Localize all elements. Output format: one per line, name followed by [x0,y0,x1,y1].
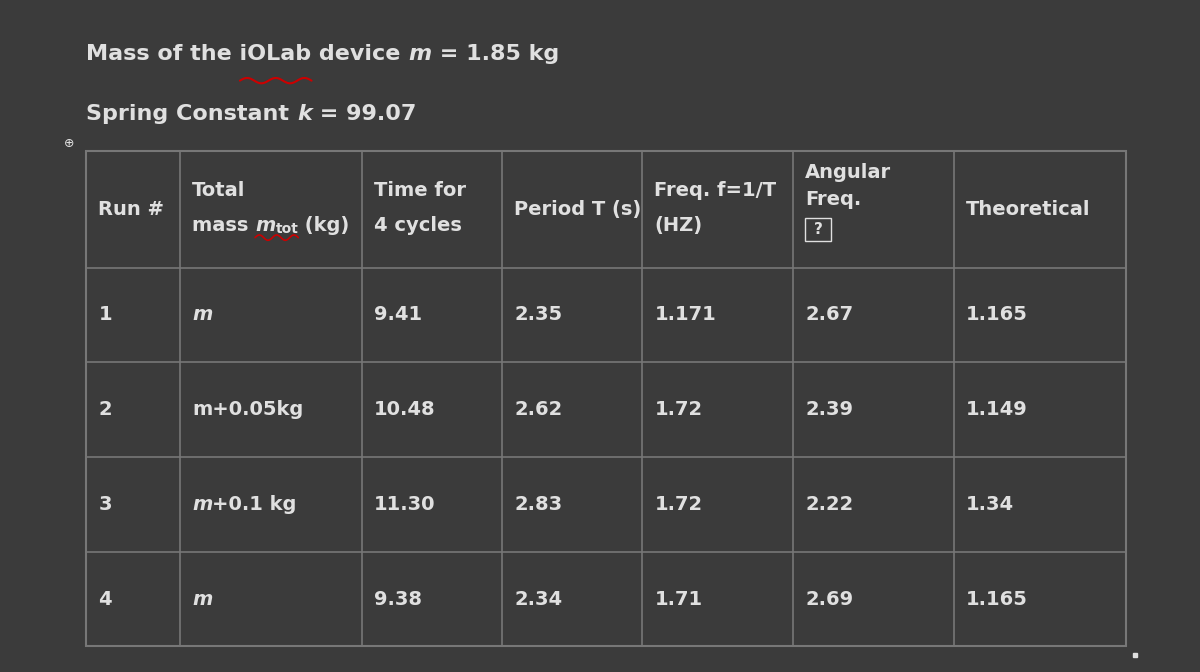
Text: 2: 2 [98,400,112,419]
Text: ⊕: ⊕ [65,136,74,150]
Text: Freq.: Freq. [805,190,862,209]
Bar [86,151,1126,646]
Text: 1.165: 1.165 [966,306,1028,325]
Bar [805,218,832,241]
Text: 2.69: 2.69 [805,589,853,609]
Text: Period T (s): Period T (s) [514,200,641,219]
Text: Total: Total [192,181,245,200]
Text: 2.34: 2.34 [514,589,563,609]
Text: 1.71: 1.71 [654,589,702,609]
Text: Angular: Angular [805,163,892,182]
Text: +0.1 kg: +0.1 kg [212,495,296,514]
Text: 1: 1 [98,306,112,325]
Text: 2.22: 2.22 [805,495,853,514]
Text: tot: tot [276,222,299,236]
Text: 1.149: 1.149 [966,400,1028,419]
Text: = 1.85 kg: = 1.85 kg [432,44,559,64]
Text: 4: 4 [98,589,112,609]
Text: ?: ? [814,222,823,237]
Bar [86,151,1126,646]
Text: 1.165: 1.165 [966,589,1028,609]
Text: 1.34: 1.34 [966,495,1014,514]
Text: Theoretical: Theoretical [966,200,1091,219]
Text: 2.62: 2.62 [514,400,563,419]
Text: Freq. f=1/T: Freq. f=1/T [654,181,776,200]
Text: 2.35: 2.35 [514,306,563,325]
Text: m: m [256,216,276,235]
Text: k: k [298,104,312,124]
Text: 1.72: 1.72 [654,400,702,419]
Text: Time for: Time for [373,181,466,200]
Text: Spring Constant: Spring Constant [86,104,298,124]
Text: Run #: Run # [98,200,164,219]
Text: m: m [192,306,212,325]
Text: 11.30: 11.30 [373,495,436,514]
Text: 1.72: 1.72 [654,495,702,514]
Text: iOLab: iOLab [240,44,312,64]
Text: tot: tot [276,222,299,236]
Text: m: m [192,589,212,609]
Text: 2.67: 2.67 [805,306,853,325]
Text: (HZ): (HZ) [654,216,702,235]
Text: 2.39: 2.39 [805,400,853,419]
Text: Mass of the iOLab device: Mass of the iOLab device [86,44,408,64]
Text: 9.38: 9.38 [373,589,421,609]
Text: 9.41: 9.41 [373,306,422,325]
Text: (kg): (kg) [299,216,349,235]
Text: 3: 3 [98,495,112,514]
Text: 10.48: 10.48 [373,400,436,419]
Text: Mass of the: Mass of the [86,44,240,64]
Text: 1.171: 1.171 [654,306,716,325]
Text: m: m [408,44,432,64]
Text: mass: mass [192,216,256,235]
Text: 2.83: 2.83 [514,495,563,514]
Text: m: m [192,495,212,514]
Text: = 99.07: = 99.07 [312,104,416,124]
Text: m+0.05kg: m+0.05kg [192,400,304,419]
Text: 4 cycles: 4 cycles [373,216,462,235]
